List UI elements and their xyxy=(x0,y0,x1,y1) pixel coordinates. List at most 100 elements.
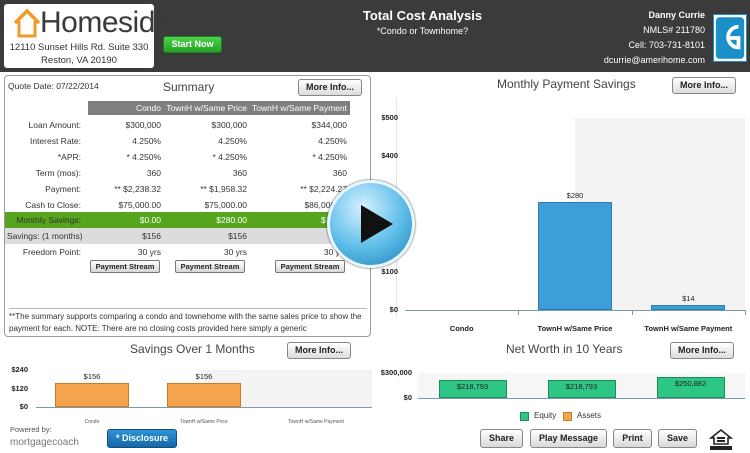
summary-more-info-button[interactable]: More Info... xyxy=(298,79,362,96)
bar xyxy=(547,379,616,398)
legend-equity-swatch xyxy=(520,412,529,421)
monthly-chart-title: Monthly Payment Savings xyxy=(497,77,636,91)
house-icon xyxy=(13,8,41,38)
y-tick-label: $120 xyxy=(11,383,28,393)
page-subtitle: *Condo or Townhome? xyxy=(376,26,469,36)
x-tick xyxy=(518,310,520,315)
row-term: Term (mos): 360 360 360 xyxy=(5,165,370,181)
row-cash-to-close: Cash to Close: $75,000.00 $75,000.00 $86… xyxy=(5,197,370,213)
quote-date: Quote Date: 07/22/2014 xyxy=(8,81,99,91)
cell: 4.250% xyxy=(318,136,347,146)
y-tick-label: $400 xyxy=(381,151,398,161)
row-label: Monthly Savings: xyxy=(16,215,81,225)
savings-chart-title: Savings Over 1 Months xyxy=(130,342,255,356)
savings-more-info-button[interactable]: More Info... xyxy=(287,342,351,359)
cell: $0.00 xyxy=(139,215,161,225)
agent-cell: Cell: 703-731-8101 xyxy=(628,40,705,50)
x-category-label: TownH w/Same Payment xyxy=(644,324,733,333)
row-interest-rate: Interest Rate: 4.250% 4.250% 4.250% xyxy=(5,133,370,149)
x-axis-line xyxy=(405,310,745,311)
bar-value-label: $14 xyxy=(682,293,695,303)
bar-value-label: $280 xyxy=(566,191,584,201)
play-message-button[interactable]: Play Message xyxy=(530,429,607,448)
x-category-label: TownH w/Same Price xyxy=(537,324,613,333)
cell: ** $1,958.32 xyxy=(200,184,247,194)
summary-title: Summary xyxy=(163,80,215,94)
summary-column-header: Condo TownH w/Same Price TownH w/Same Pa… xyxy=(88,101,350,115)
bar xyxy=(55,382,129,407)
save-button[interactable]: Save xyxy=(658,429,697,448)
agent-email[interactable]: dcurrie@amerihome.com xyxy=(603,55,705,65)
y-tick-label: $0 xyxy=(403,393,412,402)
row-monthly-savings: Monthly Savings: $0.00 $280.00 $14.05 xyxy=(5,212,370,228)
cell: 30 yrs xyxy=(323,247,347,257)
logo-text: Homeside xyxy=(40,6,172,39)
monthly-more-info-button[interactable]: More Info... xyxy=(672,77,736,94)
cell: * 4.250% xyxy=(212,152,248,162)
cell: 4.250% xyxy=(218,136,247,146)
networth-more-info-button[interactable]: More Info... xyxy=(670,342,734,359)
column-condo: Condo xyxy=(135,103,161,113)
legend-equity: Equity xyxy=(534,411,557,420)
bar-value-label: $250,882 xyxy=(674,379,707,389)
x-axis-line xyxy=(36,407,372,408)
y-tick-label: $240 xyxy=(11,365,28,374)
row-label: Savings: (1 months) xyxy=(7,231,83,241)
row-loan-amount: Loan Amount: $300,000 $300,000 $344,000 xyxy=(5,117,370,133)
y-tick-label: $0 xyxy=(19,402,28,411)
cell: $156 xyxy=(142,231,161,241)
x-axis-line xyxy=(418,398,745,399)
row-label: Loan Amount: xyxy=(28,120,81,130)
header-bar: Homeside 12110 Sunset Hills Rd. Suite 33… xyxy=(0,0,750,72)
company-logo: Homeside 12110 Sunset Hills Rd. Suite 33… xyxy=(4,4,172,68)
row-apr: *APR: * 4.250% * 4.250% * 4.250% xyxy=(5,149,370,165)
bar xyxy=(656,377,725,398)
play-video-button[interactable] xyxy=(327,180,415,268)
cell: $86,000.00 xyxy=(304,200,347,210)
summary-panel: Quote Date: 07/22/2014 Summary More Info… xyxy=(4,75,371,337)
bar xyxy=(167,382,241,407)
x-category-label: Condo xyxy=(449,324,474,333)
x-category-label: Condo xyxy=(84,419,100,425)
agent-nmls: NMLS# 211780 xyxy=(643,25,705,35)
x-tick xyxy=(631,310,633,315)
row-label: Term (mos): xyxy=(35,168,81,178)
cell: $75,000.00 xyxy=(204,200,247,210)
column-townh-same-price: TownH w/Same Price xyxy=(166,103,247,113)
agent-name: Danny Currie xyxy=(648,10,705,20)
row-label: *APR: xyxy=(57,152,81,162)
payment-stream-button-townh-price[interactable]: Payment Stream xyxy=(175,260,245,273)
payment-stream-button-condo[interactable]: Payment Stream xyxy=(90,260,160,273)
bar xyxy=(651,304,726,310)
row-payment: Payment: ** $2,238.32 ** $1,958.32 ** $2… xyxy=(5,181,370,197)
bar-value-label: $156 xyxy=(195,371,213,381)
cell: $75,000.00 xyxy=(118,200,161,210)
bar xyxy=(438,379,507,398)
mortgagecoach-logo: mortgagecoach xyxy=(10,437,79,448)
y-tick-label: $100 xyxy=(381,266,398,276)
row-label: Payment: xyxy=(45,184,81,194)
agent-info: Danny Currie NMLS# 211780 Cell: 703-731-… xyxy=(604,8,705,68)
x-tick xyxy=(745,310,746,315)
share-button[interactable]: Share xyxy=(480,429,523,448)
payment-stream-button-townh-payment[interactable]: Payment Stream xyxy=(275,260,345,273)
cell: 30 yrs xyxy=(137,247,161,257)
row-savings-months: Savings: (1 months) $156 $156 xyxy=(5,228,370,244)
start-now-button[interactable]: Start Now xyxy=(163,36,222,53)
cell: 360 xyxy=(232,168,247,178)
row-label: Freedom Point: xyxy=(22,247,81,257)
y-tick-label: $500 xyxy=(381,113,398,122)
bar-value-label: $218,793 xyxy=(456,381,489,391)
y-tick-label: $300,000 xyxy=(380,368,412,377)
cell: 30 yrs xyxy=(223,247,247,257)
cell: $300,000 xyxy=(211,120,247,130)
powered-by-label: Powered by: xyxy=(10,425,52,434)
bar xyxy=(538,202,612,310)
legend-assets: Assets xyxy=(577,411,602,420)
company-address-line2: Reston, VA 20190 xyxy=(41,55,117,66)
print-button[interactable]: Print xyxy=(613,429,652,448)
disclosure-button[interactable]: * Disclosure xyxy=(107,429,177,448)
play-icon xyxy=(361,205,393,243)
cell: ** $2,238.32 xyxy=(114,184,161,194)
row-label: Interest Rate: xyxy=(29,136,81,146)
